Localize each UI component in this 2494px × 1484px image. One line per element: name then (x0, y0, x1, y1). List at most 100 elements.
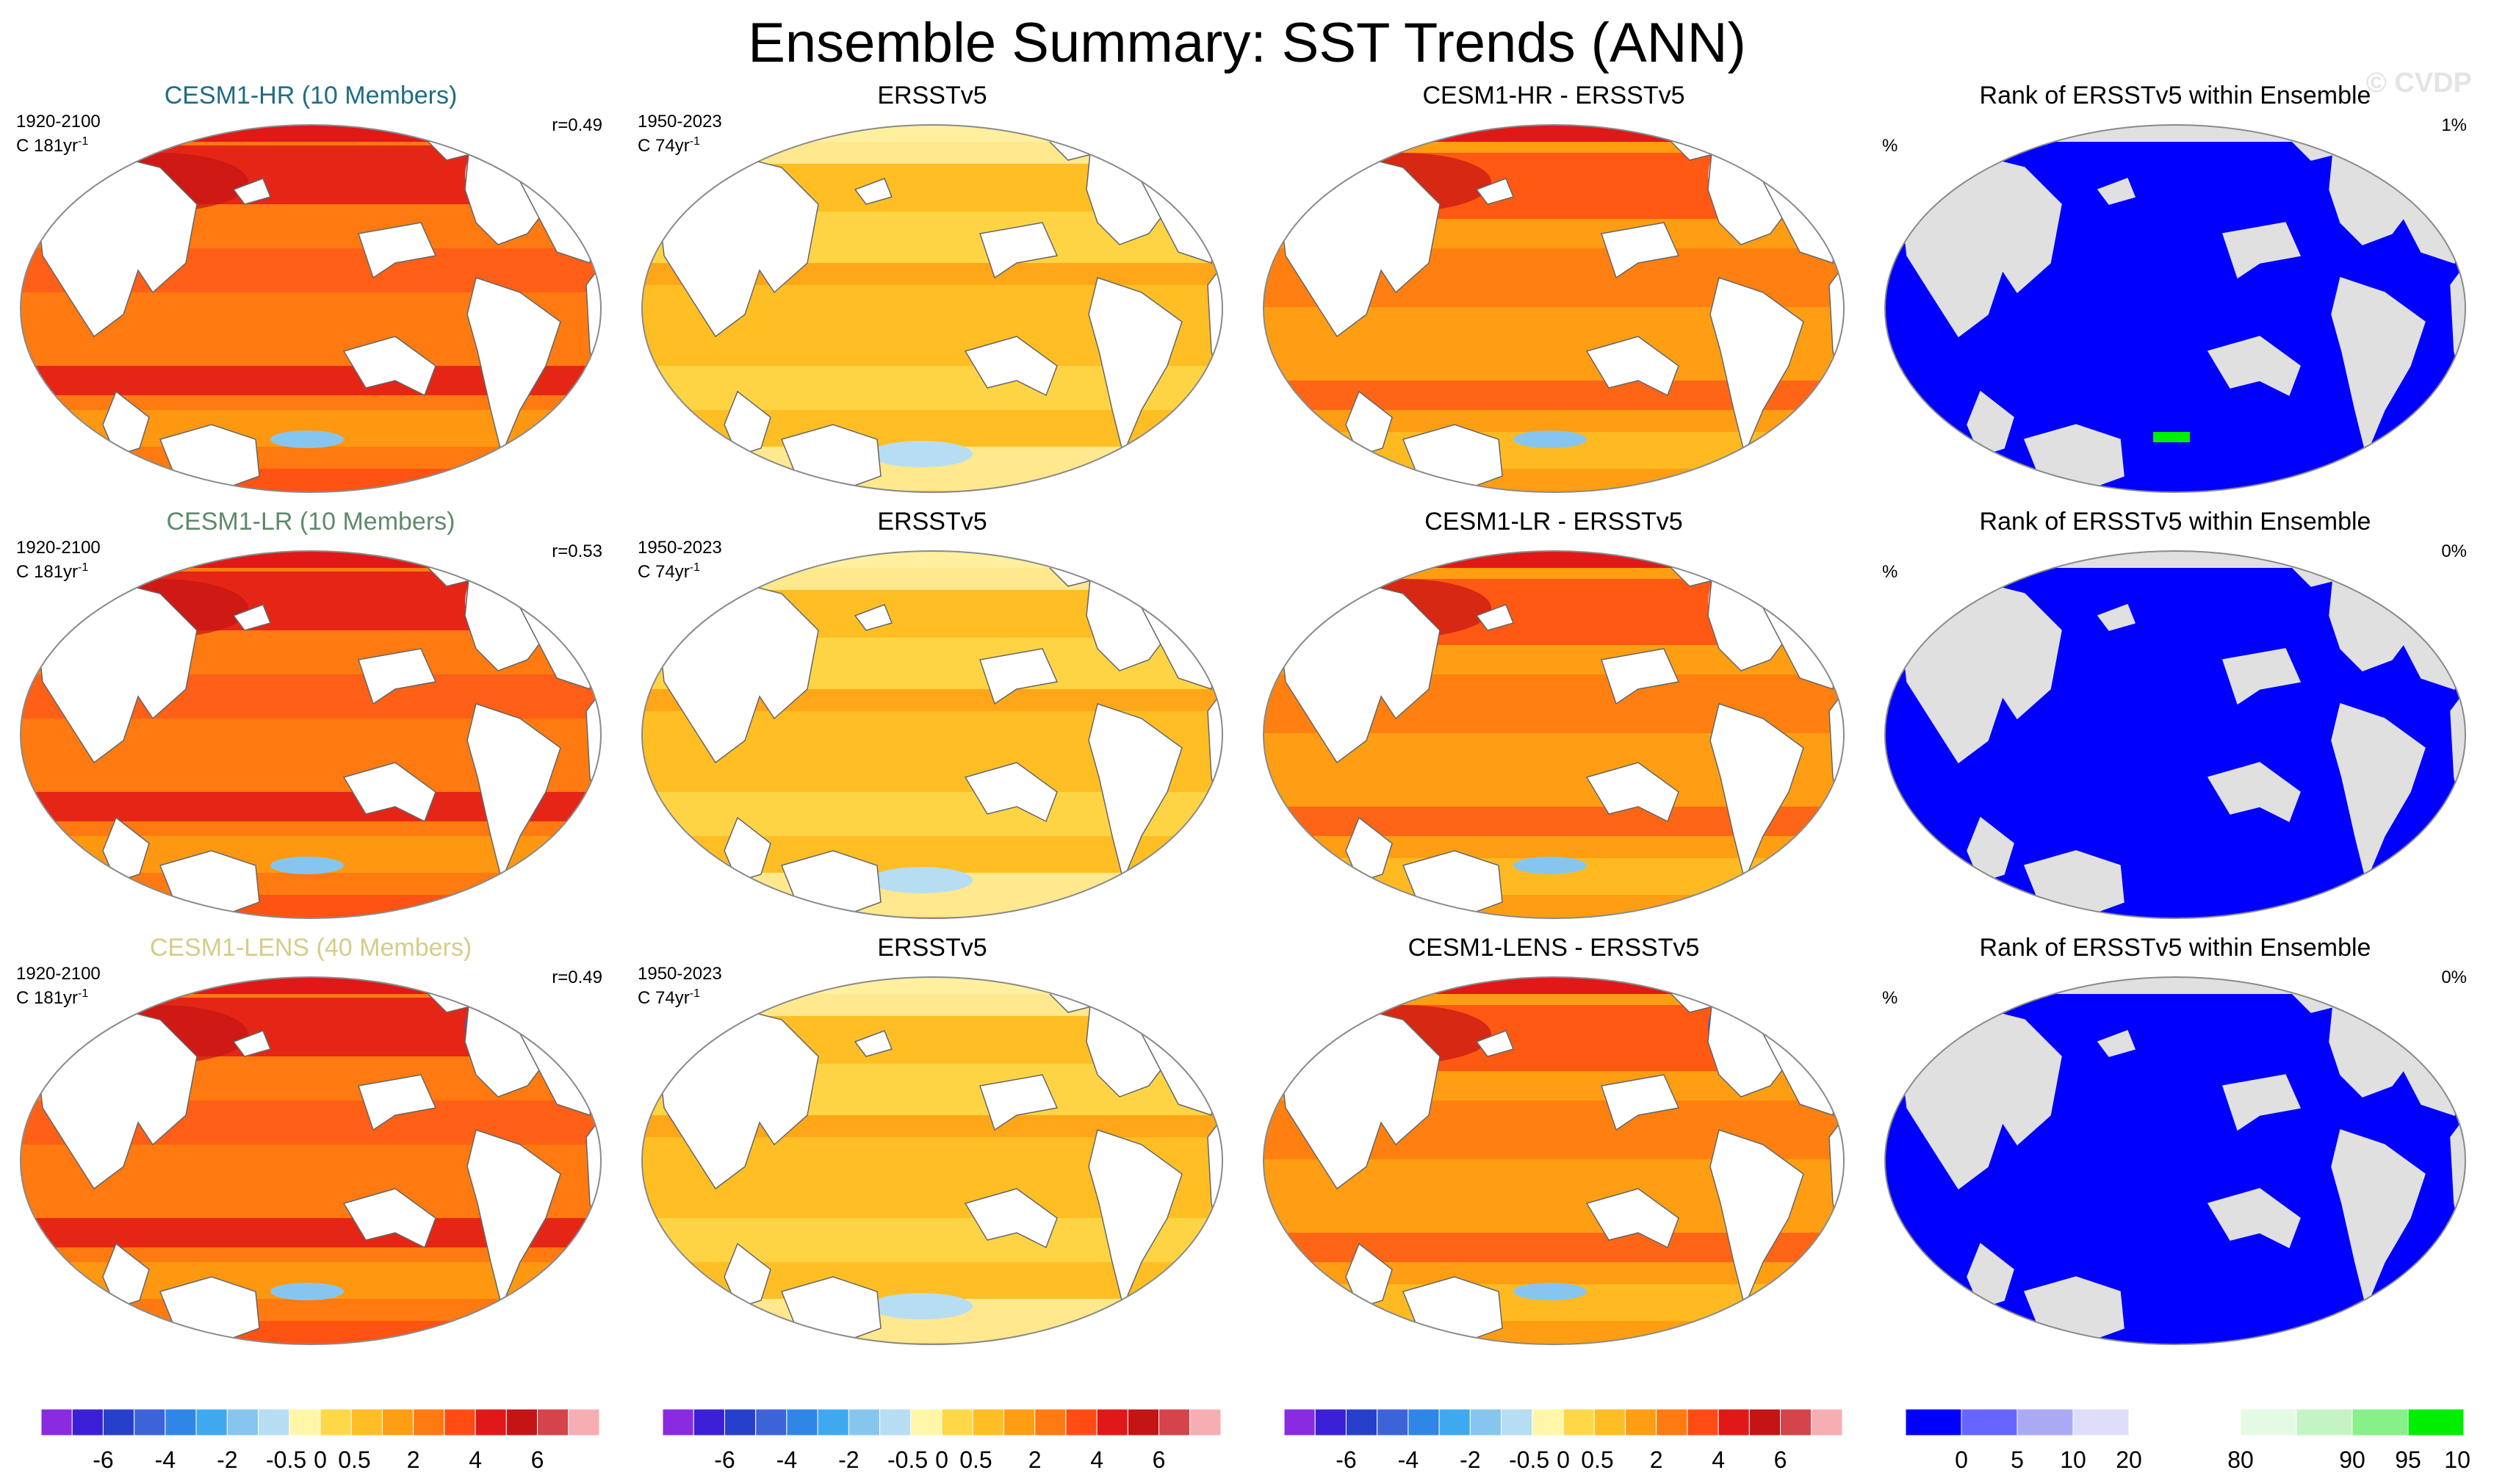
colorbar-tick-label: 0.5 (959, 1447, 992, 1473)
period-label: 1920-2100 (16, 538, 101, 558)
map-outline (1884, 976, 2466, 1345)
colorbar-tick-label: 6 (1153, 1447, 1166, 1473)
land-mass (466, 1129, 561, 1308)
colorbar-swatch (289, 1409, 321, 1436)
map-panel-obs: ERSSTv5 1950-2023 C 74yr-1 (635, 81, 1230, 503)
period-units-label: 1920-2100 C 181yr-1 (16, 538, 101, 582)
period-units-label: 1920-2100 C 181yr-1 (16, 964, 101, 1008)
colorbar-swatch (2128, 1409, 2185, 1436)
units-exponent: -1 (78, 987, 89, 1000)
colorbar-swatch (910, 1409, 943, 1436)
units-exponent: -1 (78, 135, 89, 148)
land-mass (2222, 648, 2302, 705)
period-label: 1950-2023 (638, 538, 722, 558)
land-mass (342, 336, 436, 397)
map-diff (1263, 124, 1845, 493)
map-model (20, 550, 602, 919)
land-mass (466, 703, 561, 882)
land-mass (854, 178, 893, 205)
colorbar-tick-label: -4 (155, 1447, 176, 1473)
colorbar-tick-label: 2 (407, 1447, 420, 1473)
trend-colorbar: -6 -4 -2 -0.5 0 0.5 2 4 6 (1277, 1409, 1850, 1483)
colorbar-swatch (879, 1409, 912, 1436)
colorbar-tick-label: 90 (2339, 1447, 2365, 1473)
colorbar-swatch (786, 1409, 818, 1436)
map-outline (641, 124, 1223, 493)
colorbar-swatch (972, 1409, 1004, 1436)
map-panel-diff: CESM1-HR - ERSSTv5 (1256, 81, 1851, 503)
land-mass (1585, 762, 1679, 823)
colorbar-swatch (226, 1409, 259, 1436)
land-mass (2222, 222, 2302, 279)
land-mass (2207, 762, 2301, 823)
map-panel-rank: Rank of ERSSTv5 within Ensemble% 1% (1878, 81, 2473, 503)
trend-colorbar: -6 -4 -2 -0.5 0 0.5 2 4 6 (34, 1409, 607, 1483)
colorbar-swatch (2296, 1409, 2353, 1436)
colorbar-swatch (2017, 1409, 2074, 1436)
panel-title: Rank of ERSSTv5 within Ensemble (1979, 82, 2371, 109)
map-panel-model: CESM1-LR (10 Members) 1920-2100 C 181yr-1 r… (13, 507, 608, 929)
colorbar-tick-label: -6 (1336, 1447, 1356, 1473)
map-model (20, 976, 602, 1345)
units-exponent: -1 (689, 987, 700, 1000)
panel-title: ERSSTv5 (877, 508, 987, 536)
land-mass (1475, 604, 1515, 631)
colorbar-swatch (1624, 1409, 1657, 1436)
colorbar-tick-label: 4 (1090, 1447, 1103, 1473)
colorbar-swatch (1127, 1409, 1160, 1436)
map-panel-obs: ERSSTv5 1950-2023 C 74yr-1 (635, 507, 1230, 929)
colorbar-swatch (1377, 1409, 1409, 1436)
arctic-band (642, 551, 1222, 568)
period-label: 1950-2023 (638, 112, 722, 132)
colorbar-swatch (350, 1409, 383, 1436)
colorbar-tick-label: 0 (935, 1447, 948, 1473)
land-mass (342, 762, 436, 823)
colorbar-swatch (475, 1409, 507, 1436)
colorbar-tick-label: 0.5 (1581, 1447, 1613, 1473)
map-obs (641, 550, 1223, 919)
southern-ocean-anomaly (1513, 1283, 1587, 1300)
panel-title: CESM1-LENS (40 Members) (149, 934, 472, 962)
colorbar-tick-label: -2 (838, 1447, 859, 1473)
colorbar-swatch (817, 1409, 849, 1436)
colorbar-tick-label: 0 (1955, 1447, 1968, 1473)
southern-ocean-anomaly (870, 441, 973, 467)
map-panel-obs: ERSSTv5 1950-2023 C 74yr-1 (635, 933, 1230, 1355)
pattern-correlation: r=0.49 (552, 968, 602, 987)
land-mass (1601, 222, 1680, 279)
colorbar-tick-label: 5 (2011, 1447, 2024, 1473)
land-mass (2331, 703, 2426, 882)
units-text: C 74yr (638, 988, 690, 1008)
rank-units: % (1882, 136, 1898, 156)
land-mass (1709, 1129, 1804, 1308)
colorbar-tick-label: 80 (2227, 1447, 2254, 1473)
trend-band (21, 469, 601, 492)
southern-ocean-anomaly (270, 1283, 344, 1300)
panel-title: CESM1-HR (10 Members) (164, 82, 458, 109)
map-outline (20, 976, 602, 1345)
map-outline (1263, 550, 1845, 919)
colorbar-swatch (1563, 1409, 1595, 1436)
units-text: C 181yr (16, 562, 79, 582)
map-outline (641, 550, 1223, 919)
main-title: Ensemble Summary: SST Trends (ANN) (748, 12, 1746, 74)
colorbar-swatch (568, 1409, 600, 1436)
units-exponent: -1 (78, 561, 89, 574)
land-mass (466, 277, 561, 456)
map-panel-rank: Rank of ERSSTv5 within Ensemble% 0% (1878, 933, 2473, 1355)
units-label: C 181yr-1 (16, 558, 101, 582)
colorbar-tick-label: 4 (469, 1447, 482, 1473)
colorbar-swatch (1283, 1409, 1316, 1436)
arctic-band (1885, 125, 2465, 142)
colorbar-swatch (1501, 1409, 1533, 1436)
map-outline (641, 976, 1223, 1345)
colorbar-swatch (724, 1409, 757, 1436)
land-mass (1475, 1030, 1515, 1057)
colorbar-tick-label: 2 (1650, 1447, 1663, 1473)
panel-title: Rank of ERSSTv5 within Ensemble (1979, 934, 2371, 962)
map-rank (1884, 976, 2466, 1345)
land-mass (2207, 1188, 2301, 1249)
arctic-band (1264, 551, 1844, 568)
arctic-band (1264, 977, 1844, 994)
colorbar-swatch (71, 1409, 104, 1436)
